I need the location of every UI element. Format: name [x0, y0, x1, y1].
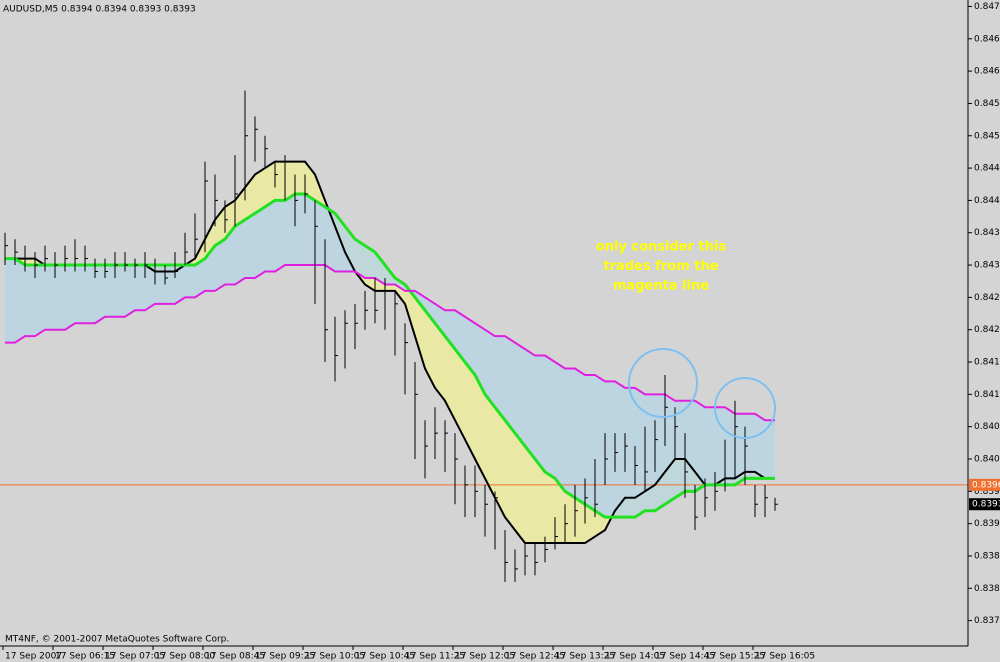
x-tick-label: 17 Sep 2007: [5, 652, 62, 662]
y-tick-label: 0.8470: [974, 2, 1000, 12]
y-tick-label: 0.8435: [974, 228, 1000, 238]
chart-title: AUDUSD,M5 0.8394 0.8394 0.8393 0.8393: [3, 5, 196, 15]
highlight-circle: [628, 348, 698, 418]
bid-label: 0.8396: [972, 480, 1000, 490]
y-tick-label: 0.8425: [974, 293, 1000, 303]
bid-label-bg: [969, 478, 1000, 491]
x-tick-label: 17 Sep 14:05: [605, 652, 665, 662]
annotation: only consider this: [596, 240, 727, 255]
footer: MT4NF, © 2001-2007 MetaQuotes Software C…: [5, 635, 229, 645]
y-tick-label: 0.8405: [974, 422, 1000, 432]
x-tick-label: 17 Sep 08:45: [205, 652, 265, 662]
last-label-bg: [969, 498, 1000, 511]
x-tick-label: 17 Sep 10:05: [305, 652, 365, 662]
ma-line: [5, 264, 775, 422]
x-tick-label: 17 Sep 07:05: [105, 652, 165, 662]
y-tick-label: 0.8395: [974, 487, 1000, 497]
y-tick-label: 0.8445: [974, 164, 1000, 174]
x-tick-label: 17 Sep 06:15: [55, 652, 115, 662]
x-tick-label: 17 Sep 11:25: [405, 652, 465, 662]
annotation: magenta line: [613, 279, 709, 294]
x-tick-label: 17 Sep 12:45: [505, 652, 565, 662]
highlight-circle: [714, 377, 776, 439]
x-tick-label: 17 Sep 14:45: [655, 652, 715, 662]
x-tick-label: 17 Sep 12:05: [455, 652, 515, 662]
ribbon-band: [5, 193, 775, 518]
ribbon-band: [5, 161, 775, 544]
y-tick-label: 0.8415: [974, 358, 1000, 368]
x-tick-label: 17 Sep 10:45: [355, 652, 415, 662]
x-tick-label: 17 Sep 15:25: [705, 652, 765, 662]
plot: [0, 90, 968, 582]
ma-line: [5, 192, 775, 519]
last-label: 0.8393: [972, 500, 1000, 510]
x-tick-label: 17 Sep 16:05: [755, 652, 815, 662]
x-tick-label: 17 Sep 08:00: [155, 652, 215, 662]
x-tick-label: 17 Sep 13:25: [555, 652, 615, 662]
y-tick-label: 0.8375: [974, 616, 1000, 626]
y-tick-label: 0.8455: [974, 99, 1000, 109]
x-tick-label: 17 Sep 09:25: [255, 652, 315, 662]
y-tick-label: 0.8385: [974, 551, 1000, 561]
annotation: trades from the: [603, 259, 718, 274]
y-tick-label: 0.8465: [974, 34, 1000, 44]
